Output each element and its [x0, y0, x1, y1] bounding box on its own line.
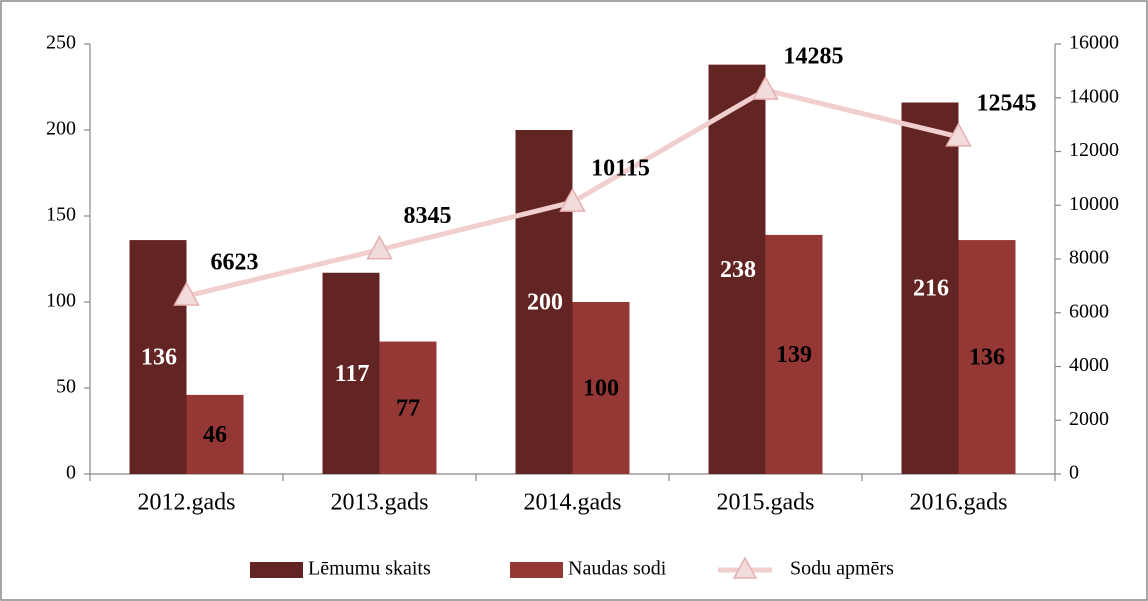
marker — [366, 235, 393, 260]
data-label: 12545 — [977, 90, 1037, 116]
marker — [559, 187, 586, 212]
legend-label: Sodu apmērs — [790, 558, 894, 580]
x-tick-label: 2013.gads — [331, 490, 429, 516]
bar — [958, 240, 1016, 474]
bar — [572, 302, 630, 474]
legend-label: Lēmumu skaits — [308, 558, 431, 580]
bar — [379, 341, 437, 474]
bar — [901, 102, 959, 474]
bar — [708, 64, 766, 474]
bar — [515, 130, 573, 474]
data-label: 14285 — [784, 44, 844, 70]
data-label: 216 — [913, 276, 949, 302]
bar — [129, 240, 187, 474]
data-label: 136 — [969, 345, 1005, 371]
y-tick-label: 200 — [46, 118, 76, 140]
data-label: 100 — [583, 376, 619, 402]
data-label: 136 — [141, 345, 177, 371]
y2-tick-label: 16000 — [1069, 32, 1119, 54]
bar — [765, 234, 823, 474]
marker — [173, 281, 200, 306]
y2-tick-label: 2000 — [1069, 408, 1109, 430]
y2-tick-label: 12000 — [1069, 139, 1119, 161]
legend-marker — [732, 556, 758, 579]
x-tick-label: 2012.gads — [138, 490, 236, 516]
data-label: 8345 — [404, 203, 452, 229]
legend-label: Naudas sodi — [568, 558, 667, 580]
y2-tick-label: 14000 — [1069, 85, 1119, 107]
bar — [322, 272, 380, 474]
y2-tick-label: 4000 — [1069, 354, 1109, 376]
bar — [186, 394, 244, 474]
data-label: 77 — [396, 395, 420, 421]
y2-tick-label: 10000 — [1069, 193, 1119, 215]
data-label: 10115 — [591, 156, 650, 182]
data-label: 46 — [203, 422, 227, 448]
data-label: 200 — [527, 290, 563, 316]
x-tick-label: 2016.gads — [910, 490, 1008, 516]
legend-swatch — [510, 562, 563, 578]
data-label: 6623 — [211, 250, 259, 276]
x-tick-label: 2015.gads — [717, 490, 815, 516]
data-label: 238 — [720, 257, 756, 283]
marker — [945, 122, 972, 147]
legend-swatch — [250, 562, 303, 578]
data-label: 117 — [335, 361, 370, 387]
y-tick-label: 100 — [46, 290, 76, 312]
y-tick-label: 150 — [46, 204, 76, 226]
y-tick-label: 0 — [66, 462, 76, 484]
y2-tick-label: 6000 — [1069, 300, 1109, 322]
y-tick-label: 250 — [46, 32, 76, 54]
x-tick-label: 2014.gads — [524, 490, 622, 516]
y2-tick-label: 8000 — [1069, 247, 1109, 269]
y2-tick-label: 0 — [1069, 462, 1079, 484]
y-tick-label: 50 — [56, 376, 76, 398]
marker — [752, 75, 779, 100]
data-label: 139 — [776, 342, 812, 368]
